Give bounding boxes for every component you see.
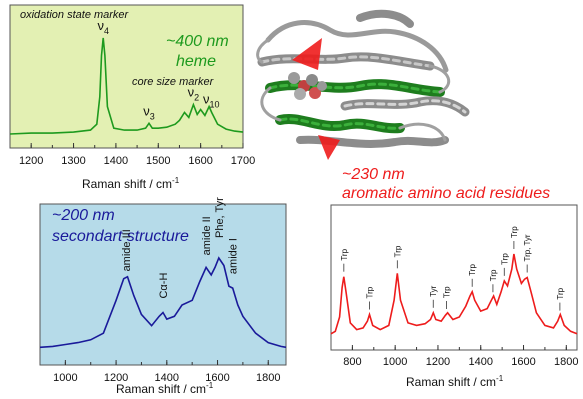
peak-label: Trp <box>340 248 349 260</box>
aro-x-axis-title: Raman shift / cm-1 <box>406 374 504 389</box>
heme-annotation-oxidation: oxidation state marker <box>20 9 130 21</box>
peak-label: ν4 <box>97 18 109 36</box>
heme-title-line1: ~400 nm <box>166 33 229 50</box>
heme-title-line2: heme <box>176 53 216 70</box>
ss-plot-background <box>39 203 287 366</box>
peak-label: ν3 <box>143 103 155 121</box>
x-tick-label: 1300 <box>61 155 85 167</box>
x-tick-label: 1000 <box>383 356 407 368</box>
x-tick-label: 1800 <box>256 372 280 384</box>
peak-label: Tyr <box>429 285 438 296</box>
peak-label: amide I <box>228 238 240 274</box>
x-tick-label: 1500 <box>146 155 170 167</box>
ss-title-line1: ~200 nm <box>52 207 115 224</box>
peak-label: ν2 <box>188 85 200 103</box>
ss-series-line <box>39 256 287 349</box>
red-sheet-upper <box>292 38 322 70</box>
secondary-structure-panel: 1000 1200 1400 1600 1800 ~200 nm secondart s… <box>39 197 287 396</box>
aromatic-title-line2: aromatic amino acid residues <box>342 185 550 202</box>
aro-series-line <box>330 253 578 335</box>
aro-plot-background <box>330 204 578 351</box>
peak-label: Phe, Tyr <box>214 197 226 238</box>
heme-spheres <box>288 72 327 100</box>
x-tick-label: 1400 <box>155 372 179 384</box>
peak-label: Trp <box>468 264 477 276</box>
x-tick-label: 1600 <box>188 155 212 167</box>
heme-plot-background <box>9 4 244 149</box>
x-tick-label: 1700 <box>231 155 255 167</box>
heme-x-axis-title: Raman shift / cm-1 <box>82 176 180 191</box>
heme-annotation-core-size: core size marker <box>132 76 215 88</box>
x-tick-label: 1400 <box>468 356 492 368</box>
heme-spectrum-panel: 1200 1300 1400 1500 1600 1700 oxidation state… <box>9 4 255 191</box>
x-tick-label: 1200 <box>19 155 43 167</box>
x-tick-label: 1000 <box>53 372 77 384</box>
peak-label: Trp <box>556 287 565 299</box>
ss-title-line2: secondart structure <box>52 228 189 245</box>
peak-label: Trp <box>366 286 375 298</box>
red-sheet-lower <box>318 135 340 160</box>
peak-label: ν10 <box>203 92 220 110</box>
x-tick-label: 1600 <box>511 356 535 368</box>
ss-x-axis-title: Raman shift / cm-1 <box>116 381 214 396</box>
peak-label: Trp, Tyr <box>523 234 532 261</box>
peak-label: Trp <box>489 269 498 281</box>
peak-label: Trp <box>393 245 402 257</box>
x-tick-label: 1200 <box>426 356 450 368</box>
x-tick-label: 1600 <box>205 372 229 384</box>
peak-label: Cα-H <box>158 273 170 299</box>
peak-label: Trp <box>510 226 519 238</box>
peak-label: amide II <box>201 216 213 255</box>
peak-label: amide III <box>121 229 133 271</box>
x-tick-label: 800 <box>343 356 361 368</box>
peak-label: Trp <box>500 253 509 265</box>
x-tick-label: 1200 <box>104 372 128 384</box>
x-tick-label: 1400 <box>104 155 128 167</box>
peak-label: Trp <box>443 286 452 298</box>
protein-structure-image <box>256 9 470 160</box>
aromatic-title-line1: ~230 nm <box>342 166 405 183</box>
heme-series-line <box>9 37 244 135</box>
x-tick-label: 1800 <box>554 356 578 368</box>
